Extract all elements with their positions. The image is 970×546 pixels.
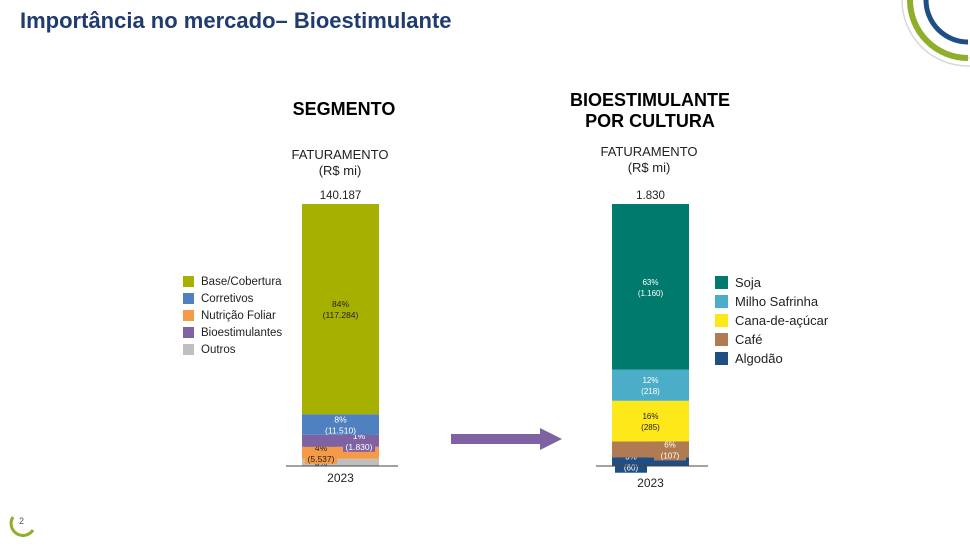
segment-subtitle-line2: (R$ mi)	[318, 163, 362, 178]
segment-subtitle-line1: FATURAMENTO	[291, 147, 389, 162]
legend-label: Base/Cobertura	[201, 275, 282, 288]
data-label-pct-cafe: 6%	[664, 440, 676, 449]
legend-swatch	[183, 310, 194, 321]
culture-subtitle-line1: FATURAMENTO	[600, 144, 698, 159]
arrow-right-icon	[540, 428, 562, 450]
data-label-value-milho-safrinha: (218)	[641, 387, 660, 396]
page-number: 2	[19, 516, 25, 526]
legend-label: Outros	[201, 343, 236, 356]
data-label-pct-nutricao-foliar: 4%	[315, 443, 328, 453]
data-label-value-cana-de-acucar: (285)	[641, 423, 660, 432]
legend-item-algodao: Algodão	[715, 349, 828, 368]
legend-swatch	[715, 314, 728, 327]
legend-label: Soja	[735, 275, 762, 290]
legend-swatch	[715, 276, 728, 289]
legend-label: Café	[735, 332, 763, 347]
bar-total-label: 1.830	[636, 190, 665, 202]
x-tick-label: 2023	[327, 471, 354, 485]
data-label-pct-bioestimulantes: 1%	[353, 431, 366, 441]
legend-item-base-cobertura: Base/Cobertura	[183, 273, 282, 290]
segment-legend: Base/Cobertura Corretivos Nutrição Foliar B…	[183, 273, 282, 358]
legend-swatch	[715, 295, 728, 308]
legend-item-soja: Soja	[715, 273, 828, 292]
legend-swatch	[183, 344, 194, 355]
legend-swatch	[715, 352, 728, 365]
data-label-value-base-cobertura: (117.284)	[323, 310, 359, 320]
legend-item-bioestimulantes: Bioestimulantes	[183, 324, 282, 341]
legend-swatch	[715, 333, 728, 346]
bar-segment-milho-safrinha	[612, 369, 689, 401]
bar-segment-cana-de-acucar	[612, 400, 689, 442]
data-label-box-nutricao-foliar	[305, 441, 337, 464]
data-label-box-cafe	[654, 438, 686, 461]
legend-swatch	[183, 276, 194, 287]
legend-item-milho-safrinha: Milho Safrinha	[715, 292, 828, 311]
legend-item-corretivos: Corretivos	[183, 290, 282, 307]
legend-item-cana-de-acucar: Cana-de-açúcar	[715, 311, 828, 330]
culture-legend: Soja Milho Safrinha Cana-de-açúcar Café Algo…	[715, 273, 828, 368]
bar-segment-algodao	[612, 457, 689, 466]
data-label-value-cafe: (107)	[661, 451, 680, 460]
bar-segment-outros	[302, 458, 379, 466]
bar-total-label: 140.187	[320, 190, 362, 202]
segment-heading: SEGMENTO	[292, 99, 396, 119]
legend-label: Bioestimulantes	[201, 326, 283, 339]
bar-segment-base-cobertura	[302, 204, 379, 415]
culture-heading-line1: BIOESTIMULANTE	[570, 90, 730, 110]
data-label-value-soja: (1.160)	[638, 289, 664, 298]
legend-item-cafe: Café	[715, 330, 828, 349]
legend-label: Nutrição Foliar	[201, 309, 276, 322]
data-label-pct-milho-safrinha: 12%	[642, 376, 658, 385]
bar-segment-corretivos	[302, 414, 379, 435]
data-label-value-nutricao-foliar: (5.537)	[308, 454, 335, 464]
data-label-pct-soja: 63%	[642, 278, 658, 287]
bar-segment-soja	[612, 204, 689, 370]
culture-subtitle-line2: (R$ mi)	[627, 160, 671, 175]
data-label-box-bioestimulantes	[343, 429, 375, 452]
legend-label: Milho Safrinha	[735, 294, 819, 309]
legend-swatch	[183, 327, 194, 338]
data-label-value-bioestimulantes: (1.830)	[346, 442, 373, 452]
legend-item-nutricao-foliar: Nutrição Foliar	[183, 307, 282, 324]
data-label-value-algodao: (60)	[624, 464, 639, 473]
legend-label: Cana-de-açúcar	[735, 313, 829, 328]
arrow-shaft	[451, 434, 541, 444]
x-tick-label: 2023	[637, 476, 664, 490]
legend-item-outros: Outros	[183, 341, 282, 358]
page-title: Importância no mercado– Bioestimulante	[20, 8, 452, 33]
data-label-pct-cana-de-acucar: 16%	[642, 412, 658, 421]
data-label-value-corretivos: (11.510)	[325, 426, 356, 436]
legend-swatch	[183, 293, 194, 304]
data-label-pct-base-cobertura: 84%	[332, 299, 349, 309]
culture-heading-line2: POR CULTURA	[585, 111, 715, 131]
legend-label: Algodão	[735, 351, 783, 366]
data-label-pct-corretivos: 8%	[334, 415, 347, 425]
legend-label: Corretivos	[201, 292, 254, 305]
